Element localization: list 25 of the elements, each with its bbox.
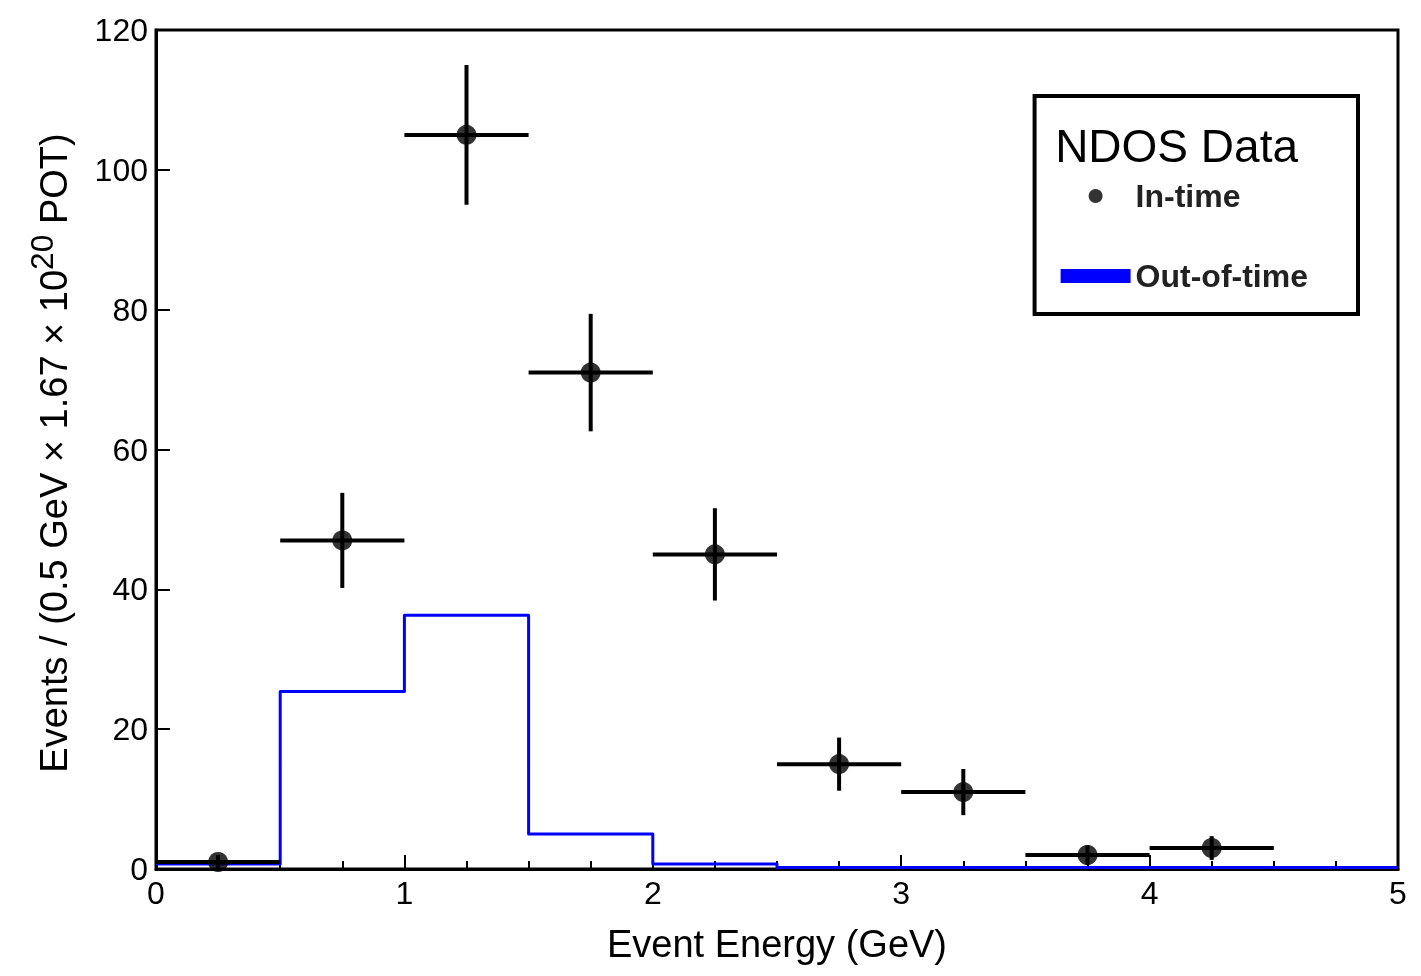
point [704, 544, 725, 565]
legend-title: NDOS Data [1055, 120, 1299, 172]
x-tick-label: 2 [643, 875, 662, 911]
point [332, 530, 353, 551]
point [456, 124, 477, 145]
point [829, 754, 850, 775]
y-tick-label: 80 [112, 291, 148, 328]
legend-label: In-time [1135, 178, 1241, 214]
x-tick-label: 3 [892, 875, 911, 911]
y-tick-label: 100 [94, 151, 148, 188]
x-tick-label: 4 [1140, 875, 1159, 911]
point [208, 852, 229, 872]
legend-label: Out-of-time [1135, 258, 1308, 294]
point [1201, 838, 1222, 859]
x-tick-label: 1 [395, 875, 414, 911]
point [1077, 845, 1098, 866]
x-tick-label: 5 [1389, 875, 1407, 911]
y-tick-label: 40 [112, 571, 148, 608]
point [580, 362, 601, 383]
y-tick-label: 60 [112, 431, 148, 468]
y-tick-label: 120 [94, 12, 148, 48]
point [953, 782, 974, 803]
x-axis-title: Event Energy (GeV) [606, 923, 948, 965]
y-tick-label: 0 [130, 851, 148, 887]
y-tick-label: 20 [112, 711, 148, 748]
